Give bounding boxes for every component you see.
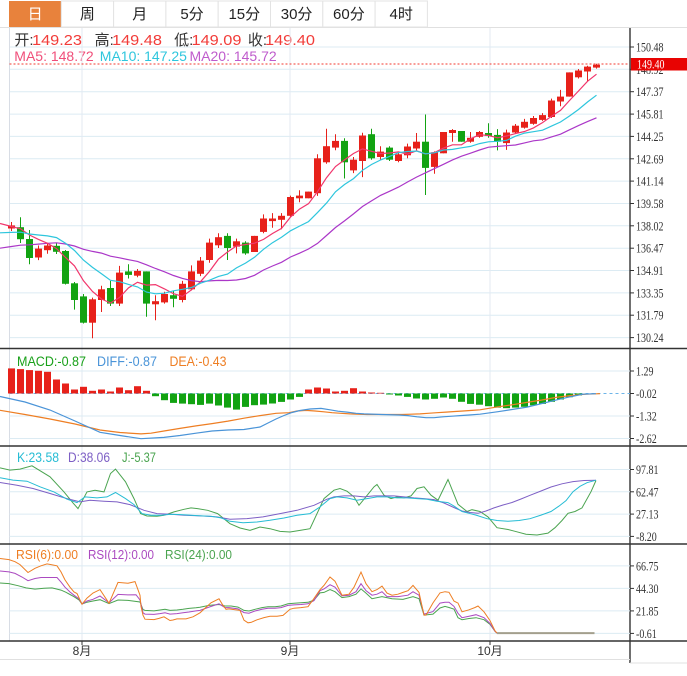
svg-text:日: 日: [28, 6, 43, 23]
svg-text:周: 周: [80, 6, 95, 23]
svg-text:149.23: 149.23: [32, 32, 82, 49]
svg-text:5分: 5分: [180, 6, 203, 23]
svg-text:149.48: 149.48: [112, 32, 162, 49]
svg-text:高:: 高:: [95, 32, 114, 49]
svg-text:60分: 60分: [333, 6, 365, 23]
svg-text:1.29: 1.29: [636, 365, 654, 379]
svg-text:DEA:-0.43: DEA:-0.43: [170, 354, 227, 369]
svg-text:30分: 30分: [281, 6, 313, 23]
svg-text:K:23.58: K:23.58: [17, 450, 59, 465]
svg-text:15分: 15分: [228, 6, 260, 23]
svg-text:133.35: 133.35: [636, 286, 664, 300]
svg-text:J:-5.37: J:-5.37: [122, 450, 156, 465]
svg-text:21.85: 21.85: [636, 604, 659, 618]
svg-text:DIFF:-0.87: DIFF:-0.87: [97, 354, 157, 369]
svg-text:142.69: 142.69: [636, 152, 664, 166]
svg-text:MA5: 148.72: MA5: 148.72: [14, 48, 94, 64]
svg-text:8月: 8月: [73, 644, 92, 658]
svg-text:145.81: 145.81: [636, 108, 664, 122]
svg-text:138.02: 138.02: [636, 219, 664, 233]
svg-text:-0.02: -0.02: [636, 387, 657, 401]
svg-text:MACD:-0.87: MACD:-0.87: [17, 354, 86, 369]
svg-text:月: 月: [132, 6, 147, 23]
svg-text:4时: 4时: [390, 6, 413, 23]
svg-text:62.47: 62.47: [636, 485, 659, 499]
svg-text:-8.20: -8.20: [636, 530, 657, 544]
svg-text:66.75: 66.75: [636, 559, 659, 573]
svg-text:D:38.06: D:38.06: [68, 450, 110, 465]
svg-text:139.58: 139.58: [636, 197, 664, 211]
svg-text:RSI(24):0.00: RSI(24):0.00: [165, 547, 232, 562]
svg-text:144.25: 144.25: [636, 130, 664, 144]
svg-text:134.91: 134.91: [636, 264, 664, 278]
svg-text:MA20: 145.72: MA20: 145.72: [190, 48, 277, 64]
svg-text:开:: 开:: [14, 32, 33, 49]
svg-text:44.30: 44.30: [636, 582, 659, 596]
svg-text:RSI(6):0.00: RSI(6):0.00: [16, 547, 78, 562]
svg-text:147.37: 147.37: [636, 85, 664, 99]
svg-text:10月: 10月: [477, 644, 502, 658]
svg-text:收:: 收:: [248, 32, 267, 49]
svg-text:141.14: 141.14: [636, 175, 664, 189]
svg-text:149.09: 149.09: [192, 32, 242, 49]
svg-text:低:: 低:: [174, 32, 193, 49]
svg-text:27.13: 27.13: [636, 508, 659, 522]
svg-text:130.24: 130.24: [636, 331, 664, 345]
svg-text:-1.32: -1.32: [636, 410, 657, 424]
svg-text:9月: 9月: [281, 644, 300, 658]
svg-text:MA10: 147.25: MA10: 147.25: [100, 48, 187, 64]
svg-text:150.48: 150.48: [636, 41, 664, 55]
svg-text:-0.61: -0.61: [636, 627, 657, 641]
svg-text:97.81: 97.81: [636, 463, 659, 477]
svg-text:149.40: 149.40: [637, 58, 665, 72]
svg-text:136.47: 136.47: [636, 242, 664, 256]
svg-text:-2.62: -2.62: [636, 432, 657, 446]
svg-text:RSI(12):0.00: RSI(12):0.00: [88, 547, 154, 562]
svg-text:131.79: 131.79: [636, 309, 664, 323]
